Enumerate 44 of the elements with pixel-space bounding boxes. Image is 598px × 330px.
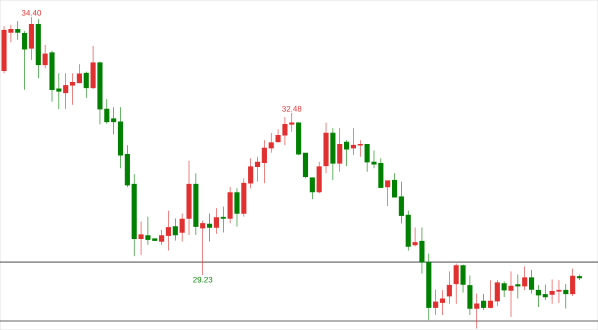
candlestick — [220, 206, 226, 233]
candlestick — [481, 294, 486, 310]
candlestick — [467, 275, 472, 316]
candlestick — [454, 263, 459, 304]
candlestick — [276, 129, 281, 144]
candlestick — [515, 274, 520, 299]
candlestick — [474, 293, 480, 329]
candlestick — [392, 172, 398, 198]
candlestick — [522, 266, 528, 290]
candlestick — [42, 44, 48, 69]
candlestick — [570, 268, 576, 296]
candlestick — [412, 227, 418, 247]
candlestick — [84, 71, 89, 98]
candlestick — [576, 274, 582, 280]
candlestick — [22, 30, 28, 90]
candlestick — [563, 284, 568, 309]
candlestick — [528, 270, 534, 294]
candlestick — [76, 64, 82, 84]
candlestick — [502, 281, 507, 298]
candlestick — [234, 188, 240, 227]
candlestick — [207, 213, 212, 242]
candlestick — [214, 208, 219, 234]
candlestick — [180, 213, 185, 242]
candlestick — [302, 152, 308, 179]
candlestick — [440, 290, 446, 316]
candlestick — [166, 210, 172, 251]
candlestick — [310, 177, 315, 200]
candlestick — [200, 220, 206, 276]
candlestick — [446, 271, 452, 304]
candlestick — [337, 128, 342, 172]
candlestick — [364, 144, 370, 172]
candlestick — [460, 264, 466, 293]
candlestick — [138, 221, 144, 256]
candlestick — [550, 279, 555, 304]
candlestick — [8, 24, 14, 43]
candlestick — [172, 218, 178, 241]
candlestick — [15, 20, 20, 40]
candlestick — [56, 72, 62, 110]
candlestick — [344, 140, 350, 166]
candlestick — [159, 230, 164, 246]
candlestick — [508, 271, 514, 318]
candlestick — [433, 289, 438, 316]
candlestick — [28, 16, 34, 60]
candlestick — [385, 180, 390, 206]
